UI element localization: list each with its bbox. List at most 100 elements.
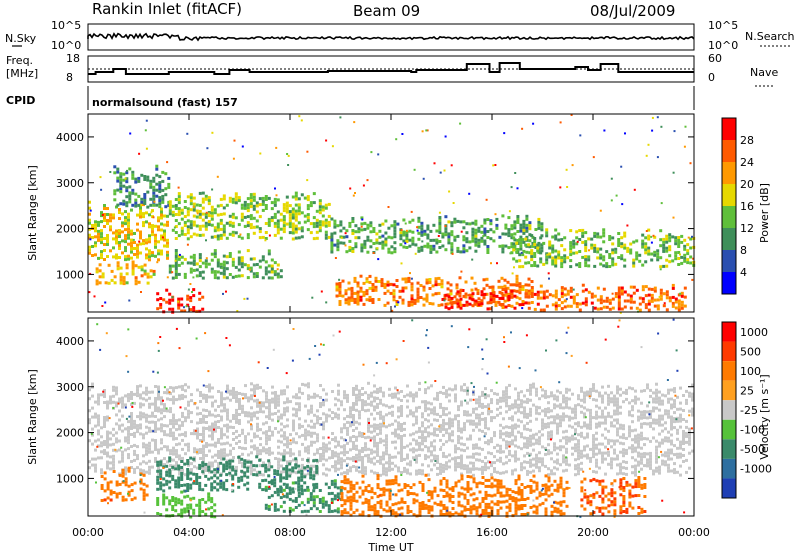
heatmap-cell: [528, 233, 532, 237]
heatmap-cell: [322, 442, 325, 446]
heatmap-cell: [495, 226, 499, 230]
heatmap-cell: [397, 421, 400, 425]
heatmap-cell: [327, 220, 331, 224]
heatmap-speckle: [513, 266, 515, 269]
heatmap-cell: [619, 450, 622, 454]
heatmap-cell: [88, 388, 91, 392]
heatmap-cell: [535, 390, 538, 394]
heatmap-cell: [640, 431, 643, 435]
heatmap-cell: [499, 444, 502, 448]
heatmap-cell: [340, 457, 343, 461]
heatmap-cell: [686, 258, 690, 262]
heatmap-cell: [436, 457, 439, 461]
heatmap-cell: [128, 185, 132, 189]
heatmap-cell: [178, 454, 181, 458]
heatmap-cell: [430, 468, 433, 472]
heatmap-cell: [602, 231, 606, 235]
heatmap-cell: [534, 246, 538, 249]
heatmap-cell: [419, 284, 423, 287]
heatmap-cell: [512, 283, 516, 287]
heatmap-cell: [535, 453, 538, 457]
heatmap-cell: [103, 440, 106, 443]
heatmap-cell: [88, 418, 91, 422]
heatmap-cell: [133, 232, 136, 235]
heatmap-cell: [361, 450, 364, 453]
heatmap-cell: [661, 414, 664, 418]
heatmap-cell: [373, 423, 376, 427]
heatmap-cell: [121, 429, 124, 433]
heatmap-cell: [516, 218, 520, 221]
heatmap-cell: [112, 427, 115, 431]
heatmap-cell: [463, 413, 466, 417]
heatmap-cell: [267, 249, 271, 253]
heatmap-cell: [526, 421, 529, 425]
heatmap-cell: [304, 473, 307, 477]
heatmap-cell: [400, 405, 403, 408]
heatmap-cell: [301, 457, 304, 461]
heatmap-speckle: [205, 211, 208, 214]
heatmap-cell: [643, 410, 646, 414]
heatmap-speckle: [394, 305, 396, 308]
heatmap-cell: [568, 463, 571, 467]
heatmap-cell: [613, 400, 616, 404]
heatmap-cell: [265, 406, 268, 410]
heatmap-cell: [360, 243, 364, 247]
heatmap-cell: [439, 423, 442, 427]
heatmap-cell: [443, 297, 447, 301]
heatmap-cell: [255, 275, 259, 278]
heatmap-cell: [322, 388, 325, 392]
heatmap-cell: [154, 409, 157, 412]
heatmap-cell: [160, 228, 163, 232]
heatmap-cell: [418, 453, 421, 457]
heatmap-cell: [619, 393, 622, 397]
heatmap-cell: [334, 469, 337, 473]
heatmap-cell: [522, 222, 526, 226]
heatmap-cell: [598, 442, 601, 446]
heatmap-cell: [528, 239, 532, 243]
heatmap-cell: [268, 416, 271, 420]
heatmap-cell: [385, 440, 388, 444]
heatmap-cell: [643, 416, 646, 420]
heatmap-cell: [331, 432, 334, 435]
heatmap-cell: [599, 256, 603, 260]
heatmap-cell: [361, 393, 364, 396]
heatmap-cell: [100, 468, 103, 472]
heatmap-cell: [207, 196, 211, 200]
heatmap-cell: [580, 431, 583, 435]
heatmap-cell: [121, 230, 124, 234]
heatmap-cell: [625, 466, 628, 470]
heatmap-speckle: [236, 310, 239, 312]
heatmap-cell: [667, 391, 670, 395]
heatmap-cell: [646, 458, 649, 462]
heatmap-speckle: [171, 296, 174, 299]
heatmap-cell: [686, 249, 690, 253]
heatmap-cell: [511, 472, 514, 476]
heatmap-cell: [367, 408, 370, 412]
heatmap-cell: [608, 307, 612, 311]
heatmap-cell: [122, 279, 126, 283]
heatmap-cell: [356, 293, 360, 297]
heatmap-cell: [445, 431, 448, 435]
heatmap-cell: [484, 423, 487, 427]
heatmap-cell: [487, 442, 490, 446]
heatmap-cell: [300, 229, 304, 233]
heatmap-cell: [382, 415, 385, 419]
heatmap-cell: [316, 451, 319, 455]
heatmap-cell: [205, 415, 208, 418]
heatmap-cell: [439, 468, 442, 472]
heatmap-cell: [399, 234, 403, 238]
heatmap-cell: [437, 291, 441, 295]
heatmap-cell: [193, 465, 196, 469]
heatmap-cell: [652, 469, 655, 473]
heatmap-cell: [436, 433, 439, 437]
heatmap-cell: [160, 237, 163, 241]
heatmap-cell: [662, 292, 666, 296]
heatmap-cell: [152, 197, 156, 201]
heatmap-cell: [505, 398, 508, 402]
heatmap-cell: [682, 433, 685, 436]
heatmap-cell: [189, 261, 193, 265]
heatmap-cell: [156, 298, 160, 302]
heatmap-cell: [622, 451, 625, 455]
heatmap-cell: [421, 436, 424, 440]
heatmap-cell: [505, 389, 508, 393]
